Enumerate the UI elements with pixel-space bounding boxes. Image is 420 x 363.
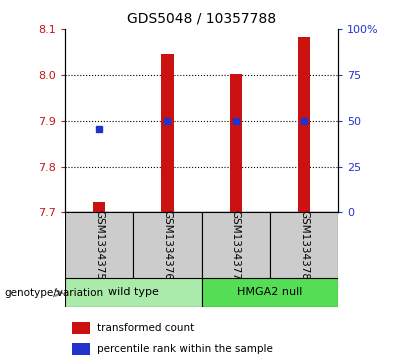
Text: GSM1334378: GSM1334378 <box>299 210 309 280</box>
Text: GSM1334376: GSM1334376 <box>163 210 173 280</box>
Bar <box>65 212 134 278</box>
Bar <box>202 278 338 307</box>
Text: GSM1334377: GSM1334377 <box>231 210 241 280</box>
Bar <box>230 74 242 212</box>
Text: GSM1334375: GSM1334375 <box>94 210 104 280</box>
Bar <box>161 54 173 212</box>
Text: percentile rank within the sample: percentile rank within the sample <box>97 344 273 354</box>
Text: transformed count: transformed count <box>97 323 194 333</box>
Bar <box>270 212 338 278</box>
Bar <box>72 343 90 355</box>
Text: wild type: wild type <box>108 287 159 297</box>
Bar <box>65 278 202 307</box>
Title: GDS5048 / 10357788: GDS5048 / 10357788 <box>127 11 276 25</box>
Bar <box>298 37 310 212</box>
Bar <box>134 212 202 278</box>
Text: HMGA2 null: HMGA2 null <box>237 287 302 297</box>
Bar <box>202 212 270 278</box>
Text: genotype/variation: genotype/variation <box>4 288 103 298</box>
Bar <box>93 202 105 212</box>
Bar <box>72 322 90 334</box>
